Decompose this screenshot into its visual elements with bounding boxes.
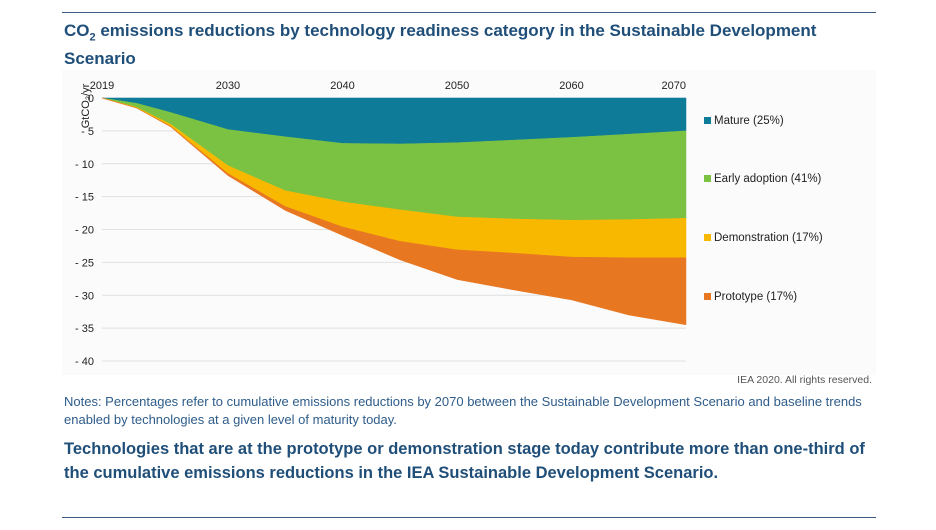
copyright-credit: IEA 2020. All rights reserved. (737, 374, 872, 386)
y-tick-label: - 30 (75, 290, 94, 302)
legend-swatch (704, 293, 711, 300)
x-tick-label: 2040 (330, 80, 354, 92)
bottom-rule (62, 517, 876, 518)
legend-label: Prototype (17%) (714, 291, 797, 303)
chart-notes: Notes: Percentages refer to cumulative e… (64, 394, 862, 427)
x-tick-label: 2019 (90, 80, 114, 92)
chart-summary: Technologies that are at the prototype o… (64, 440, 865, 482)
y-tick-label: - 40 (75, 356, 94, 368)
legend-item: Prototype (17%) (704, 291, 797, 303)
y-tick-label: - 25 (75, 257, 94, 269)
legend-item: Demonstration (17%) (704, 232, 823, 244)
legend-swatch (704, 175, 711, 182)
y-tick-label: - 5 (81, 126, 94, 138)
legend-item: Mature (25%) (704, 115, 784, 127)
legend-item: Early adoption (41%) (704, 173, 822, 185)
y-axis-label: GtCO₂/yr (80, 83, 92, 128)
legend-label: Mature (25%) (714, 115, 784, 127)
legend-swatch (704, 117, 711, 124)
x-tick-label: 2030 (216, 80, 240, 92)
chart-title: CO2 emissions reductions by technology r… (64, 21, 817, 69)
chart-area: 0 - 5 - 10 - 15 - 20 - 25 - 30 - 35 - 40 2019 2030… (62, 70, 876, 390)
y-tick-label: 0 (88, 93, 94, 105)
legend-swatch (704, 234, 711, 241)
top-rule (62, 12, 876, 13)
legend-label: Early adoption (41%) (714, 173, 822, 185)
series-area-4 (101, 97, 687, 326)
y-tick-label: - 20 (75, 225, 94, 237)
x-tick-label: 2070 (662, 80, 686, 92)
x-tick-label: 2060 (559, 80, 583, 92)
x-tick-label: 2050 (445, 80, 469, 92)
y-tick-label: - 10 (75, 159, 94, 171)
area-chart: 0 - 5 - 10 - 15 - 20 - 25 - 30 - 35 - 40 2019 2030… (62, 70, 876, 375)
y-tick-label: - 35 (75, 323, 94, 335)
legend-label: Demonstration (17%) (714, 232, 823, 244)
y-tick-label: - 15 (75, 192, 94, 204)
